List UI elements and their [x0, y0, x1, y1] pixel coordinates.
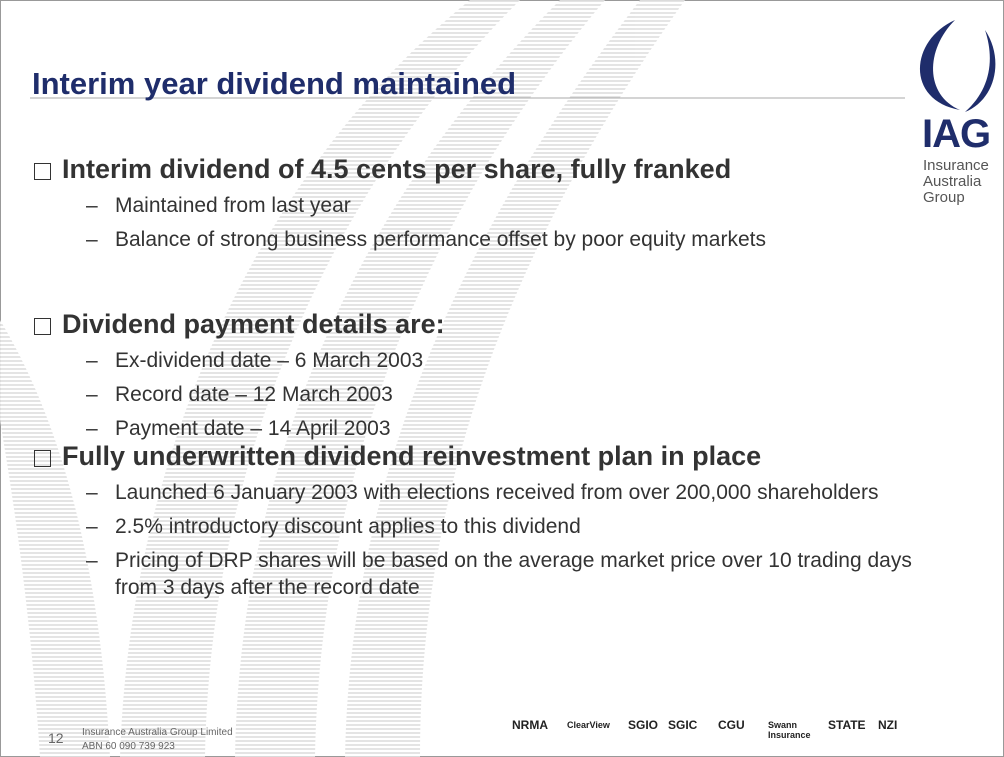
brand-logo: CGU [718, 718, 745, 732]
logo-line: Australia [923, 173, 982, 190]
logo-line: Insurance [923, 157, 989, 174]
abn: ABN 60 090 739 923 [82, 741, 175, 752]
logo-text: Insurance Australia Group [923, 158, 989, 206]
company: Insurance Australia Group Limited [82, 727, 233, 738]
heading: Interim dividend of 4.5 cents per share,… [34, 154, 907, 185]
title: Interim year dividend maintained [32, 66, 517, 101]
brand-logo: Swann Insurance [768, 720, 811, 740]
brand-logo: SGIO [628, 718, 659, 732]
logo-line: Group [923, 189, 965, 206]
brand-logo: ClearView [567, 720, 610, 730]
section: Fully underwritten dividend reinvestment… [34, 441, 915, 601]
heading: Dividend payment details are: [34, 309, 907, 340]
brand-logo: STATE [828, 718, 866, 732]
sub-item: Maintained from last year [86, 192, 915, 219]
sub-item: Pricing of DRP shares will be based on t… [86, 547, 915, 601]
brand-logo: NZI [878, 718, 898, 732]
heading: Fully underwritten dividend reinvestment… [34, 441, 907, 472]
logo-mark: IAG [922, 112, 991, 156]
sub-item: Record date – 12 March 2003 [86, 381, 915, 408]
section: Interim dividend of 4.5 cents per share,… [34, 154, 915, 253]
sub-item: Balance of strong business performance o… [86, 226, 915, 253]
page-number: 12 [48, 730, 64, 746]
sub-item: Payment date – 14 April 2003 [86, 415, 915, 442]
sub-item: 2.5% introductory discount applies to th… [86, 513, 915, 540]
brand-logo: NRMA [512, 718, 548, 732]
sub-item: Ex-dividend date – 6 March 2003 [86, 347, 915, 374]
sub-item: Launched 6 January 2003 with elections r… [86, 479, 915, 506]
section: Dividend payment details are: Ex-dividend… [34, 309, 915, 442]
brand-logo: SGIC [668, 718, 698, 732]
